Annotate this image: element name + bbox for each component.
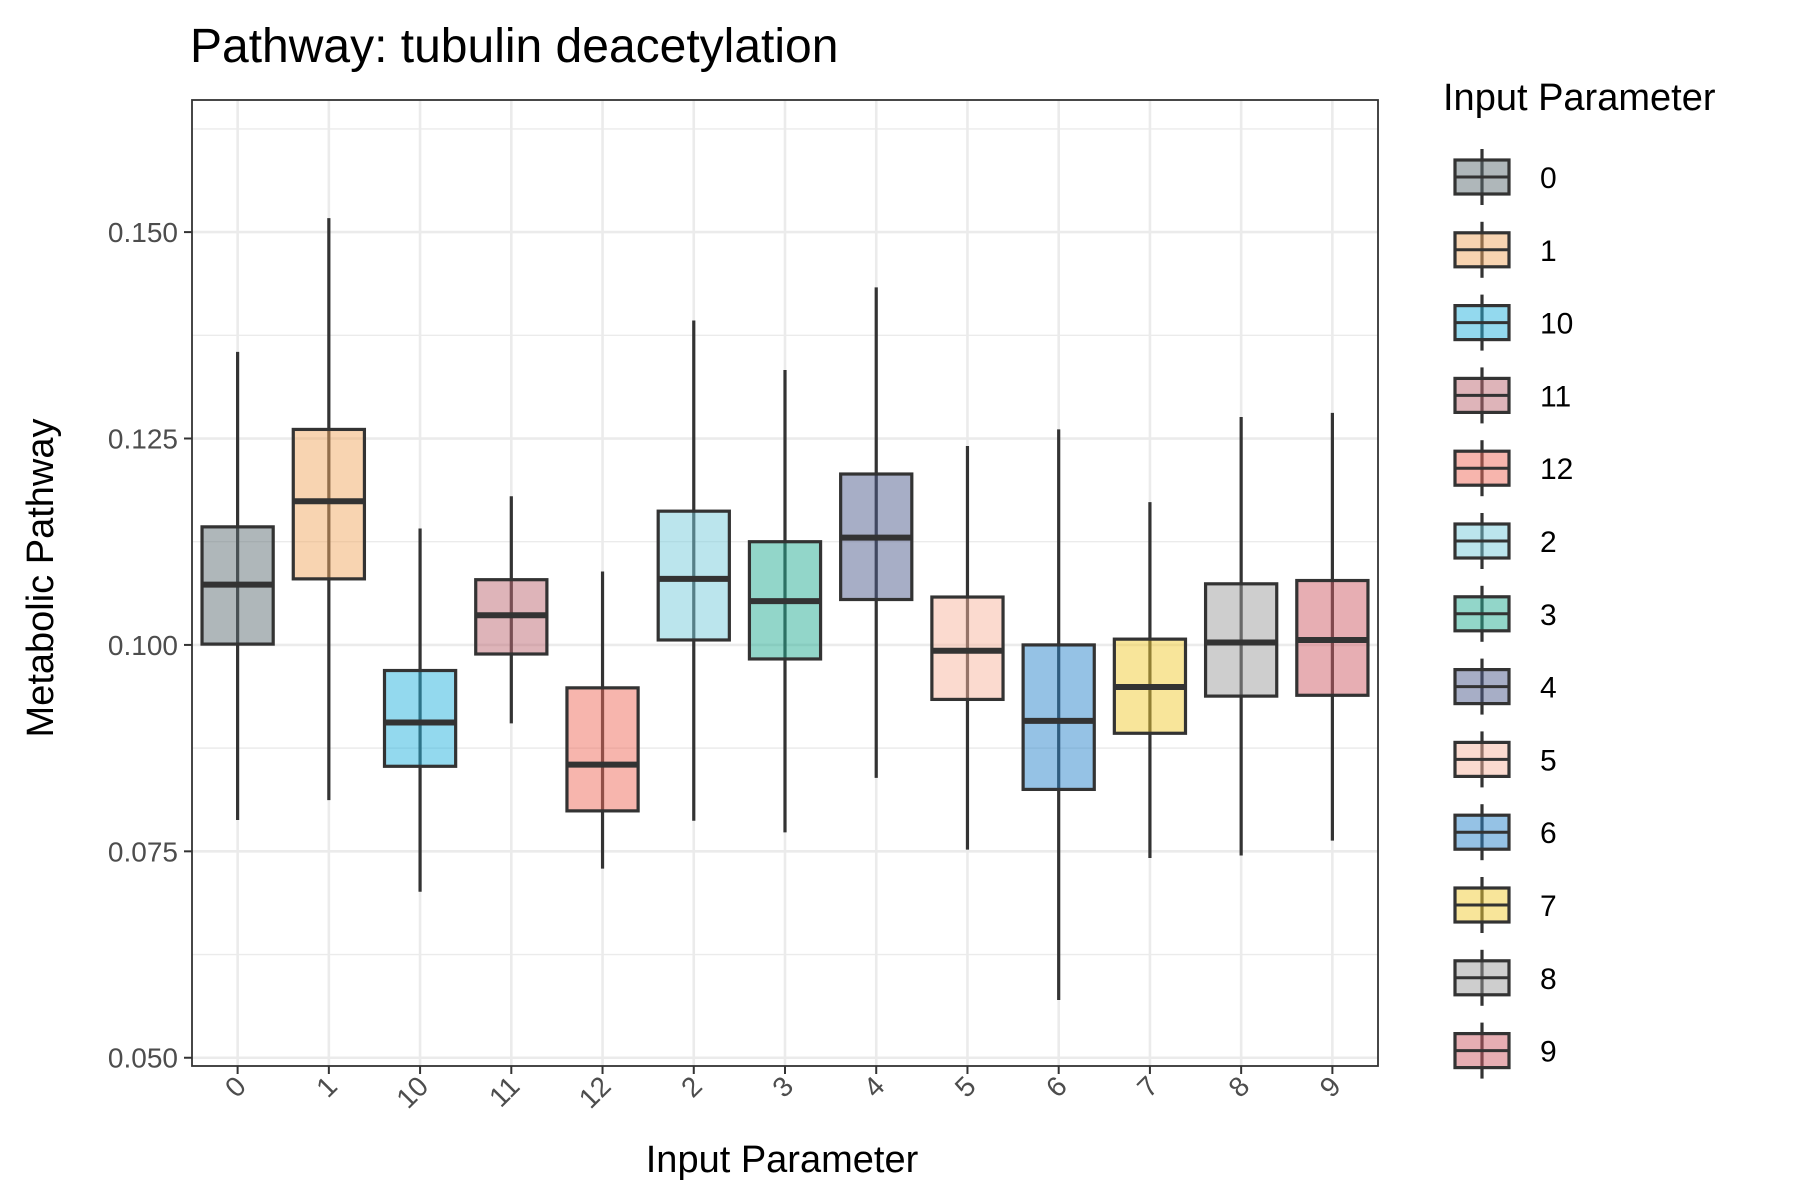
box-category-1 [291, 218, 367, 801]
box-category-3 [747, 369, 823, 833]
legend-label: 10 [1540, 308, 1573, 341]
x-tick-label: 8 [1222, 1070, 1255, 1103]
x-tick-label: 2 [675, 1070, 708, 1103]
legend-label: 4 [1540, 672, 1557, 705]
box-category-8 [1203, 417, 1279, 856]
x-tick-label: 6 [1040, 1070, 1073, 1103]
y-axis: 0.050 0.075 0.100 0.125 0.150 [108, 217, 192, 1074]
chart-title: Pathway: tubulin deacetylation [190, 20, 838, 73]
x-tick-label: 12 [573, 1070, 617, 1114]
y-tick-label: 0.050 [108, 1043, 178, 1074]
legend-label: 9 [1540, 1036, 1557, 1069]
x-axis-title: Input Parameter [646, 1139, 919, 1181]
x-tick-label: 1 [310, 1070, 343, 1103]
box-category-7 [1112, 502, 1188, 858]
legend-item-3: 3 [1453, 585, 1557, 642]
x-tick-label: 0 [219, 1070, 252, 1103]
box-category-12 [565, 571, 640, 869]
legend-item-12: 12 [1453, 440, 1573, 497]
box [565, 686, 640, 813]
legend-item-8: 8 [1453, 949, 1557, 1006]
legend-title: Input Parameter [1443, 77, 1716, 119]
x-tick-label: 10 [390, 1070, 434, 1114]
box-category-0 [200, 351, 275, 820]
legend-label: 5 [1540, 744, 1557, 777]
legend-label: 12 [1540, 453, 1573, 486]
legend-item-5: 5 [1453, 731, 1557, 788]
legend-label: 1 [1540, 235, 1557, 268]
x-tick-label: 5 [949, 1070, 982, 1103]
box-category-6 [1021, 429, 1096, 1000]
legend-label: 3 [1540, 599, 1557, 632]
legend-label: 6 [1540, 817, 1557, 850]
legend-label: 0 [1540, 162, 1557, 195]
x-tick-label: 3 [766, 1070, 799, 1103]
box-category-4 [839, 287, 914, 778]
boxes [200, 218, 1370, 1000]
legend: Input Parameter 0 1 10 11 12 2 3 4 5 6 7 8 9 [1443, 77, 1716, 1079]
legend-item-2: 2 [1453, 513, 1557, 569]
y-tick-label: 0.150 [108, 217, 178, 248]
legend-item-10: 10 [1453, 294, 1573, 351]
legend-label: 7 [1540, 890, 1557, 923]
box [382, 668, 458, 768]
box-category-2 [656, 320, 731, 821]
legend-item-1: 1 [1453, 221, 1557, 278]
box [1021, 643, 1096, 792]
y-axis-title: Metabolic Pathway [20, 419, 62, 738]
box-category-5 [930, 445, 1005, 850]
x-tick-label: 7 [1131, 1070, 1164, 1103]
box-category-9 [1295, 412, 1370, 841]
legend-item-11: 11 [1453, 367, 1571, 424]
legend-label: 11 [1540, 380, 1571, 413]
legend-label: 2 [1540, 526, 1557, 559]
box-category-11 [474, 496, 549, 724]
x-tick-label: 9 [1314, 1070, 1347, 1103]
x-tick-label: 11 [483, 1070, 525, 1112]
y-tick-label: 0.075 [108, 836, 178, 867]
legend-label: 8 [1540, 963, 1557, 996]
legend-item-7: 7 [1453, 877, 1557, 933]
y-tick-label: 0.125 [108, 424, 178, 455]
x-tick-label: 4 [858, 1070, 891, 1103]
legend-item-0: 0 [1453, 149, 1557, 205]
x-axis: 0 1 10 11 12 2 3 4 5 6 7 8 9 [219, 1066, 1347, 1114]
legend-item-6: 6 [1453, 804, 1557, 861]
box [656, 509, 731, 642]
legend-item-4: 4 [1453, 658, 1557, 715]
y-tick-label: 0.100 [108, 630, 178, 661]
legend-item-9: 9 [1453, 1022, 1557, 1079]
box-category-10 [382, 528, 458, 892]
